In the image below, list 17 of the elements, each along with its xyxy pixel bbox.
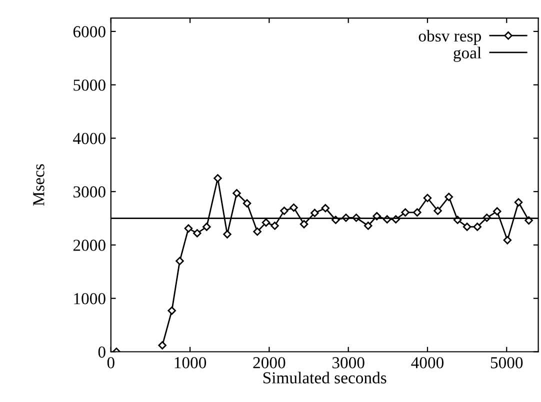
x-tick-label: 4000 <box>411 357 444 368</box>
x-axis-title: Simulated seconds <box>263 372 386 384</box>
y-tick-label: 4000 <box>73 132 106 144</box>
y-tick-label: 6000 <box>73 26 106 38</box>
x-tick-label: 0 <box>107 357 114 368</box>
x-tick-label: 3000 <box>332 357 364 368</box>
y-tick-label: 1000 <box>74 293 106 304</box>
y-axis-title: Msecs <box>33 164 44 206</box>
x-tick-label: 1000 <box>174 357 206 368</box>
legend-label: obsv resp <box>418 30 481 45</box>
x-tick-label: 5000 <box>490 357 523 368</box>
y-tick-label: 2000 <box>73 240 106 251</box>
y-tick-label: 5000 <box>74 80 106 91</box>
y-tick-label: 3000 <box>74 186 106 198</box>
legend-label: goal <box>454 46 482 62</box>
y-tick-label: 0 <box>98 346 106 358</box>
x-tick-label: 2000 <box>253 357 286 368</box>
